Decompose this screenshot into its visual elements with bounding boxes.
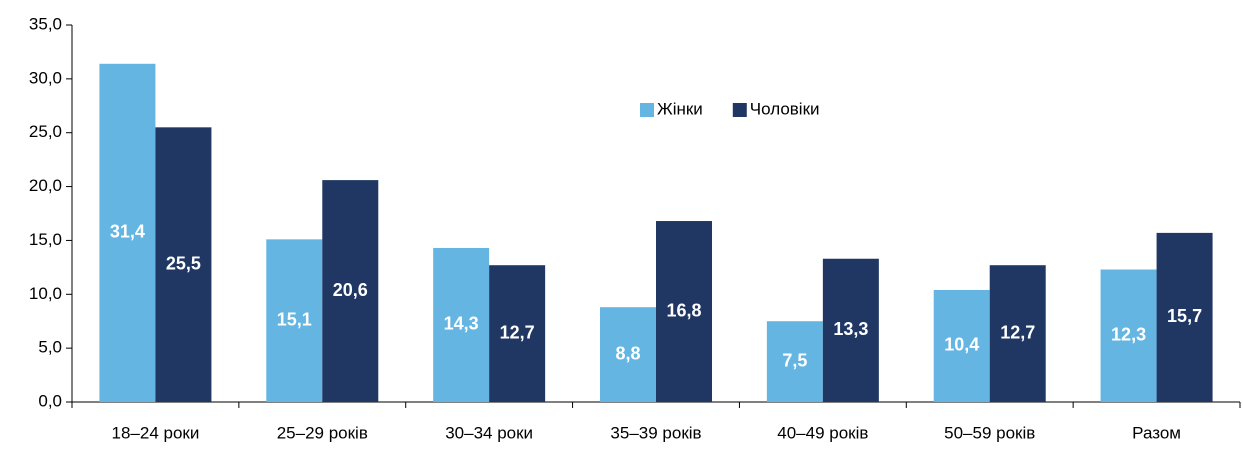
x-tick-label: 35–39 років: [610, 423, 701, 442]
x-tick-label: 30–34 роки: [445, 423, 533, 442]
x-tick-label: 18–24 роки: [112, 423, 200, 442]
bar: [600, 307, 656, 402]
data-label: 15,7: [1167, 306, 1202, 326]
x-tick-label: 40–49 років: [777, 423, 868, 442]
data-label: 10,4: [944, 335, 979, 355]
data-label: 14,3: [444, 314, 479, 334]
bar: [933, 289, 990, 402]
y-tick-label: 5,0: [38, 338, 62, 357]
data-label: 12,3: [1111, 325, 1146, 345]
data-label: 13,3: [833, 319, 868, 339]
data-label: 12,7: [500, 322, 535, 342]
x-tick-label: 50–59 років: [944, 423, 1035, 442]
bar: [155, 127, 212, 402]
legend-swatch: [732, 103, 747, 117]
bar: [1100, 269, 1157, 402]
bar: [99, 63, 156, 403]
bar: [1156, 232, 1213, 402]
bar: [266, 239, 323, 402]
data-label: 15,1: [277, 309, 312, 329]
bar: [766, 321, 823, 402]
data-label: 25,5: [166, 253, 201, 273]
y-tick-label: 15,0: [29, 230, 62, 249]
x-tick-label: Разом: [1132, 423, 1181, 442]
data-label: 31,4: [110, 222, 145, 242]
y-tick-label: 10,0: [29, 284, 62, 303]
bar: [822, 258, 879, 402]
x-tick-label: 25–29 років: [277, 423, 368, 442]
bar: [989, 265, 1046, 402]
y-tick-label: 30,0: [29, 68, 62, 87]
data-label: 7,5: [782, 350, 807, 370]
data-label: 12,7: [1000, 322, 1035, 342]
y-tick-label: 25,0: [29, 122, 62, 141]
legend-swatch: [640, 103, 654, 117]
bar: [433, 247, 490, 402]
data-label: 20,6: [333, 280, 368, 300]
data-label: 8,8: [615, 343, 640, 363]
legend-label: Жінки: [657, 99, 703, 118]
bar: [489, 265, 546, 402]
y-tick-label: 0,0: [38, 391, 62, 410]
y-tick-label: 20,0: [29, 176, 62, 195]
legend-label: Чоловіки: [750, 99, 820, 118]
y-tick-label: 35,0: [29, 14, 62, 33]
data-label: 16,8: [666, 300, 701, 320]
bar: [656, 221, 712, 402]
bar: [322, 180, 379, 402]
